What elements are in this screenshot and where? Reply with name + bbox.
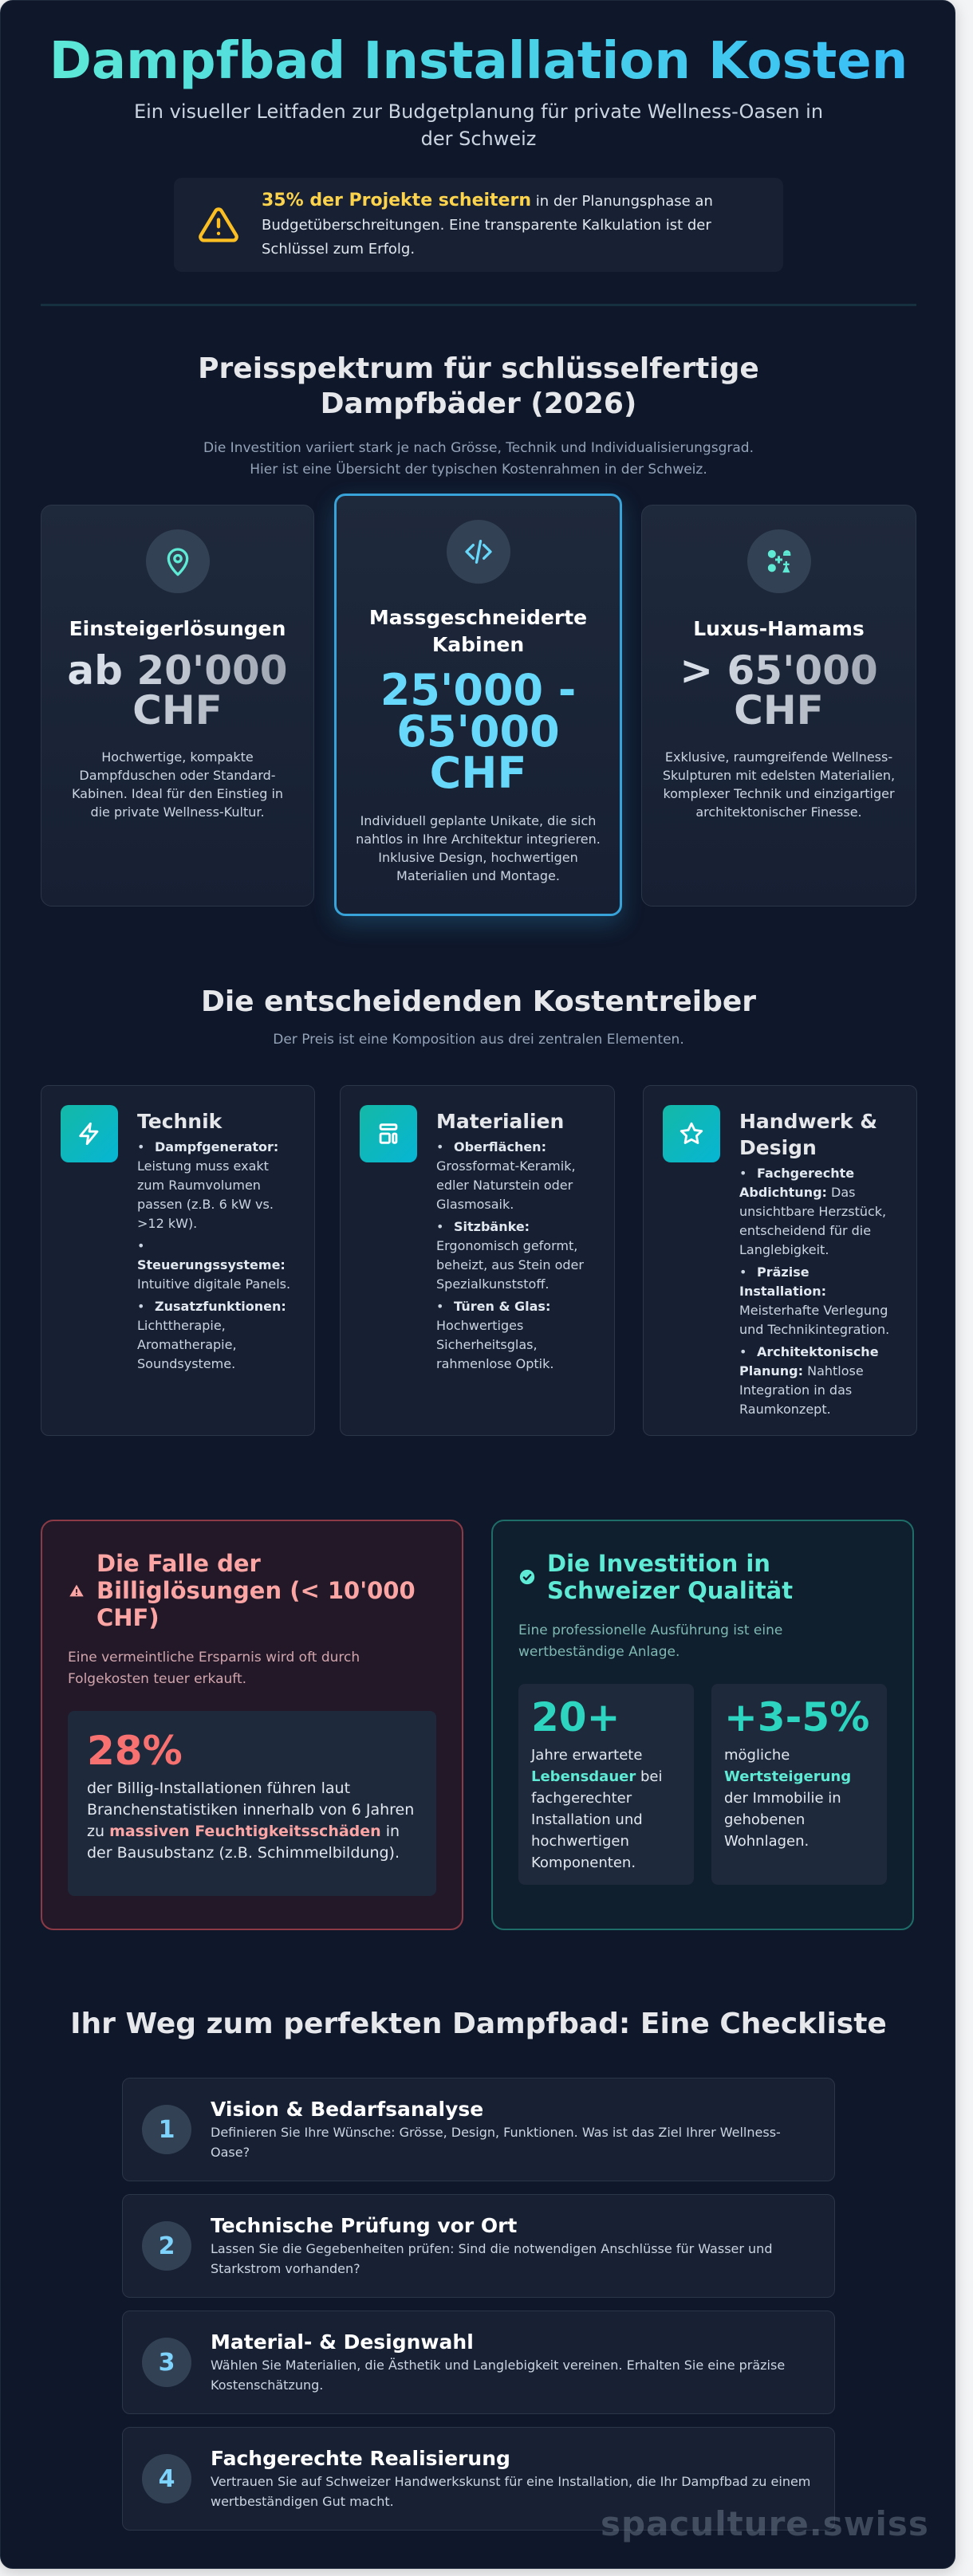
step-description: Vertrauen Sie auf Schweizer Handwerkskun… — [211, 2474, 811, 2509]
code-icon — [464, 540, 492, 564]
check-circle-icon — [519, 1569, 535, 1585]
checklist-step-3: 3 Material- & Designwahl Wählen Sie Mate… — [122, 2311, 835, 2414]
star-icon — [680, 1122, 703, 1144]
driver-list: • Dampfgenerator: Leistung muss exakt zum… — [137, 1138, 297, 1374]
layout-icon — [379, 1123, 398, 1144]
driver-icon-tile — [360, 1105, 417, 1162]
stat-text: der Billig-Installationen führen laut Br… — [87, 1780, 415, 1862]
driver-list-item: • Sitzbänke: Ergonomisch geformt, beheizt… — [436, 1219, 584, 1292]
cheap-solutions-subtitle: Eine vermeintliche Ersparnis wird oft du… — [68, 1650, 360, 1687]
checklist-step-2: 2 Technische Prüfung vor Ort Lassen Sie … — [122, 2194, 835, 2298]
brand-watermark: spaculture.swiss — [601, 2504, 929, 2543]
driver-icon-tile — [663, 1105, 720, 1162]
driver-list-item: • Oberflächen: Grossformat-Keramik, edler… — [436, 1139, 576, 1212]
pricing-subtitle-2: Hier ist eine Übersicht der typischen Ko… — [250, 462, 707, 478]
driver-card-technik: Technik • Dampfgenerator: Leistung muss e… — [41, 1085, 315, 1436]
price-tier-description: Individuell geplante Unikate, die sich n… — [356, 813, 601, 883]
cheap-solutions-title: Die Falle der Billiglösungen (< 10'000 C… — [97, 1550, 416, 1631]
driver-list-item: • Dampfgenerator: Leistung muss exakt zum… — [137, 1139, 279, 1231]
step-title: Vision & Bedarfsanalyse — [211, 2098, 484, 2121]
alert-highlight: 35% der Projekte scheitern — [262, 190, 531, 210]
swiss-quality-title: Die Investition in Schweizer Qualität — [547, 1550, 794, 1604]
price-tier-value: ab 20'000 CHF — [61, 651, 294, 730]
checklist-step-4: 4 Fachgerechte Realisierung Vertrauen Si… — [122, 2427, 835, 2531]
price-icon-circle — [145, 529, 210, 593]
map-pin-icon — [167, 548, 188, 576]
stat-text: Jahre erwartete Lebensdauer bei fachgere… — [531, 1747, 663, 1871]
step-title: Material- & Designwahl — [211, 2330, 474, 2354]
price-tier-value: 25'000 - 65'000 CHF — [380, 665, 577, 798]
driver-list-item: • Präzise Installation: Meisterhafte Verl… — [739, 1264, 890, 1337]
driver-list-item: • Steuerungssysteme: Intuitive digitale P… — [137, 1238, 291, 1292]
price-tier-name: Einsteigerlösungen — [69, 617, 286, 640]
value-increase-stat-box: +3-5% mögliche Wertsteigerung der Immobi… — [711, 1684, 887, 1885]
price-tier-value: > 65'000 CHF — [661, 651, 896, 730]
price-tier-name: Massgeschneiderte Kabinen — [368, 606, 588, 656]
step-title: Fachgerechte Realisierung — [211, 2447, 510, 2470]
lightning-icon — [79, 1122, 99, 1146]
step-description: Wählen Sie Materialien, die Ästhetik und… — [211, 2358, 786, 2393]
price-tier-name: Luxus-Hamams — [693, 617, 865, 640]
checklist-title: Ihr Weg zum perfekten Dampfbad: Eine Che… — [70, 2008, 887, 2040]
price-icon-circle — [746, 529, 811, 593]
step-description: Definieren Sie Ihre Wünsche: Grösse, Des… — [211, 2125, 781, 2160]
warning-triangle-icon — [199, 207, 238, 242]
checklist-step-1: 1 Vision & Bedarfsanalyse Definieren Sie… — [122, 2078, 835, 2181]
driver-list-item: • Türen & Glas: Hochwertiges Sicherheitsg… — [436, 1299, 554, 1371]
step-title: Technische Prüfung vor Ort — [211, 2214, 518, 2237]
driver-card-materialien: Materialien • Oberflächen: Grossformat-Ke… — [340, 1085, 615, 1436]
step-number-badge: 1 — [142, 2105, 191, 2154]
driver-title: Handwerk & Design — [739, 1110, 877, 1159]
driver-card-handwerk: Handwerk & Design • Fachgerechte Abdichtu… — [643, 1085, 917, 1436]
warning-triangle-icon — [69, 1584, 84, 1597]
price-tier-description: Exklusive, raumgreifende Wellness-Skulpt… — [662, 749, 896, 820]
swiss-quality-card: Die Investition in Schweizer Qualität Ei… — [491, 1520, 914, 1930]
stat-value: +3-5% — [724, 1694, 870, 1740]
step-number-badge: 3 — [142, 2338, 191, 2387]
driver-list-item: • Fachgerechte Abdichtung: Das unsichtbar… — [739, 1166, 887, 1257]
driver-icon-tile — [61, 1105, 118, 1162]
stat-value: 28% — [87, 1728, 183, 1774]
step-number-badge: 2 — [142, 2221, 191, 2271]
pricing-subtitle-1: Die Investition variiert stark je nach G… — [203, 440, 754, 456]
page-title: Dampfbad Installation Kosten — [1, 31, 955, 92]
price-card-custom: Massgeschneiderte Kabinen 25'000 - 65'00… — [334, 494, 622, 916]
driver-list: • Oberflächen: Grossformat-Keramik, edler… — [436, 1138, 597, 1374]
driver-title: Materialien — [436, 1110, 565, 1133]
price-tier-description: Hochwertige, kompakte Dampfduschen oder … — [71, 749, 284, 820]
sparkle-shapes-icon — [767, 549, 790, 573]
budget-alert: 35% der Projekte scheitern in der Planun… — [174, 178, 783, 272]
lifetime-stat-box: 20+ Jahre erwartete Lebensdauer bei fach… — [518, 1684, 694, 1885]
drivers-subtitle: Der Preis ist eine Komposition aus drei … — [273, 1032, 684, 1048]
stat-text: mögliche Wertsteigerung der Immobilie in… — [724, 1747, 852, 1850]
section-divider — [41, 304, 916, 306]
alert-body: in der Planungsphase an Budgetüberschrei… — [262, 192, 713, 258]
stat-value: 20+ — [531, 1694, 620, 1740]
price-card-entry: Einsteigerlösungen ab 20'000 CHF Hochwer… — [41, 505, 314, 907]
price-icon-circle — [446, 520, 510, 584]
swiss-quality-subtitle: Eine professionelle Ausführung ist eine … — [518, 1622, 783, 1660]
step-number-badge: 4 — [142, 2454, 191, 2503]
driver-list-item: • Architektonische Planung: Nahtlose Inte… — [739, 1344, 879, 1417]
infographic-page: Dampfbad Installation Kosten Ein visuell… — [0, 0, 955, 2569]
drivers-title: Die entscheidenden Kostentreiber — [200, 985, 757, 1018]
driver-list: • Fachgerechte Abdichtung: Das unsichtbar… — [739, 1164, 899, 1419]
alert-text: 35% der Projekte scheitern in der Planun… — [262, 189, 759, 262]
pricing-title: Preisspektrum für schlüsselfertige Dampf… — [198, 352, 759, 420]
driver-list-item: • Zusatzfunktionen: Lichttherapie, Aromat… — [137, 1299, 286, 1371]
step-description: Lassen Sie die Gegebenheiten prüfen: Sin… — [211, 2241, 773, 2276]
cheap-solutions-card: Die Falle der Billiglösungen (< 10'000 C… — [41, 1520, 463, 1930]
driver-title: Technik — [137, 1110, 223, 1133]
page-subtitle: Ein visueller Leitfaden zur Budgetplanun… — [133, 100, 824, 150]
price-card-luxury: Luxus-Hamams > 65'000 CHF Exklusive, rau… — [641, 505, 916, 907]
damage-stat-box: 28% der Billig-Installationen führen lau… — [68, 1711, 436, 1896]
